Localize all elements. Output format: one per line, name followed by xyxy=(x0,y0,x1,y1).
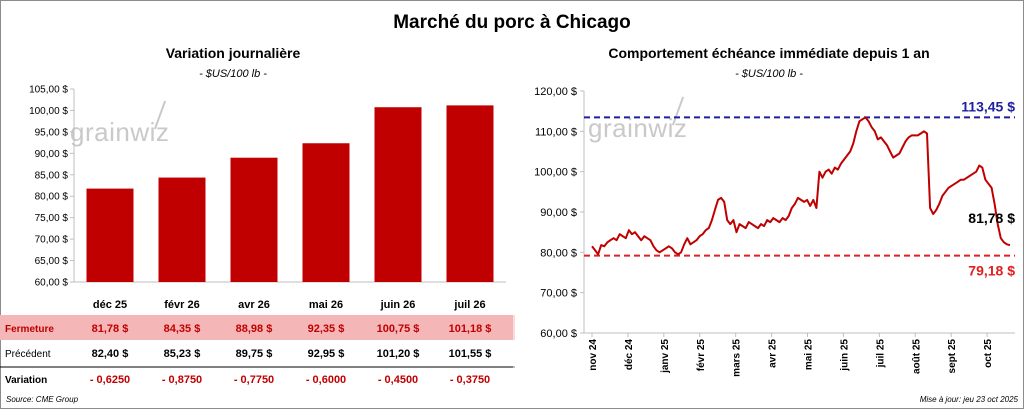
line-x-tick-label: août 25 xyxy=(911,339,922,374)
bar-x-tick-label: avr 26 xyxy=(238,299,270,311)
line-x-tick-label: sept 25 xyxy=(947,339,958,374)
bar xyxy=(158,177,206,282)
line-y-tick-label: 60,00 $ xyxy=(540,328,577,340)
line-y-tick-label: 120,00 $ xyxy=(534,86,577,98)
low-label: 79,18 $ xyxy=(968,263,1015,279)
table-cell: 101,20 $ xyxy=(377,348,420,360)
watermark-left: grainwiz xyxy=(70,117,170,147)
bar-x-tick-label: mai 26 xyxy=(309,299,343,311)
table-cell: 101,18 $ xyxy=(449,323,492,335)
bar xyxy=(230,157,278,282)
bar-y-tick-label: 95,00 $ xyxy=(35,127,69,138)
update-note: Mise à jour: jeu 23 oct 2025 xyxy=(919,395,1018,404)
bar-chart-daily: Variation journalière - $US/100 lb - 60,00… xyxy=(0,40,515,395)
bar-y-tick-label: 100,00 $ xyxy=(29,106,68,117)
bar-chart-subtitle: - $US/100 lb - xyxy=(199,68,267,80)
bar-y-tick-label: 60,00 $ xyxy=(35,278,69,289)
line-x-tick-label: janv 25 xyxy=(660,339,671,374)
table-cell: 81,78 $ xyxy=(92,323,129,335)
table-cell: - 0,7750 xyxy=(234,374,274,386)
bar xyxy=(302,143,350,282)
table-cell: 82,40 $ xyxy=(92,348,129,360)
line-y-tick-label: 110,00 $ xyxy=(535,126,577,138)
table-cell: 101,55 $ xyxy=(449,348,492,360)
table-row-label: Variation xyxy=(5,375,47,386)
table-cell: 92,35 $ xyxy=(308,323,345,335)
table-row-label: Fermeture xyxy=(5,324,54,335)
main-title: Marché du porc à Chicago xyxy=(393,12,631,33)
line-x-tick-label: nov 24 xyxy=(588,339,599,371)
bar-y-tick-label: 70,00 $ xyxy=(35,235,69,246)
line-x-tick-label: avr 25 xyxy=(768,339,779,368)
table-cell: 84,35 $ xyxy=(164,323,201,335)
line-x-tick-label: mai 25 xyxy=(804,339,815,371)
line-x-tick-label: juin 25 xyxy=(839,339,850,372)
source-note: Source: CME Group xyxy=(6,395,79,404)
table-cell: 88,98 $ xyxy=(236,323,273,335)
table-cell: - 0,8750 xyxy=(162,374,202,386)
bar-y-tick-label: 105,00 $ xyxy=(29,85,68,96)
bar-y-tick-label: 85,00 $ xyxy=(35,170,69,181)
line-y-tick-label: 70,00 $ xyxy=(540,288,577,300)
bar-x-tick-label: juin 26 xyxy=(380,299,416,311)
line-chart-title: Comportement échéance immédiate depuis 1… xyxy=(608,45,929,61)
table-row-label: Précédent xyxy=(5,349,51,360)
line-x-tick-label: mars 25 xyxy=(732,339,743,377)
bar-x-tick-label: juil 26 xyxy=(453,299,485,311)
high-label: 113,45 $ xyxy=(961,98,1015,114)
bar-y-tick-label: 65,00 $ xyxy=(35,256,69,267)
line-y-tick-label: 90,00 $ xyxy=(540,207,577,219)
bar-y-tick-label: 90,00 $ xyxy=(35,149,69,160)
line-x-tick-label: déc 24 xyxy=(624,339,635,371)
line-x-tick-label: oct 25 xyxy=(983,339,994,368)
table-highlight-row xyxy=(0,315,515,340)
table-cell: - 0,6000 xyxy=(306,374,346,386)
bar xyxy=(86,188,134,282)
bar xyxy=(374,107,422,282)
table-cell: 100,75 $ xyxy=(377,323,420,335)
line-x-tick-label: juil 25 xyxy=(875,339,886,369)
line-y-tick-label: 80,00 $ xyxy=(540,247,577,259)
price-line xyxy=(591,116,1011,256)
table-cell: 89,75 $ xyxy=(236,348,273,360)
last-price-label: 81,78 $ xyxy=(968,210,1015,226)
bar-y-tick-label: 75,00 $ xyxy=(35,213,69,224)
table-cell: - 0,3750 xyxy=(450,374,490,386)
line-y-tick-label: 100,00 $ xyxy=(534,167,577,179)
bar-x-tick-label: déc 25 xyxy=(93,299,127,311)
bar-y-tick-label: 80,00 $ xyxy=(35,192,69,203)
table-cell: 85,23 $ xyxy=(164,348,201,360)
table-cell: 92,95 $ xyxy=(308,348,345,360)
line-chart-front-month: Comportement échéance immédiate depuis 1… xyxy=(534,45,1015,377)
table-cell: - 0,4500 xyxy=(378,374,418,386)
line-chart-subtitle: - $US/100 lb - xyxy=(735,68,803,80)
line-x-tick-label: févr 25 xyxy=(696,339,707,372)
bar-x-tick-label: févr 26 xyxy=(164,299,199,311)
bar xyxy=(446,105,494,283)
table-cell: - 0,6250 xyxy=(90,374,130,386)
bar-chart-title: Variation journalière xyxy=(166,45,301,61)
